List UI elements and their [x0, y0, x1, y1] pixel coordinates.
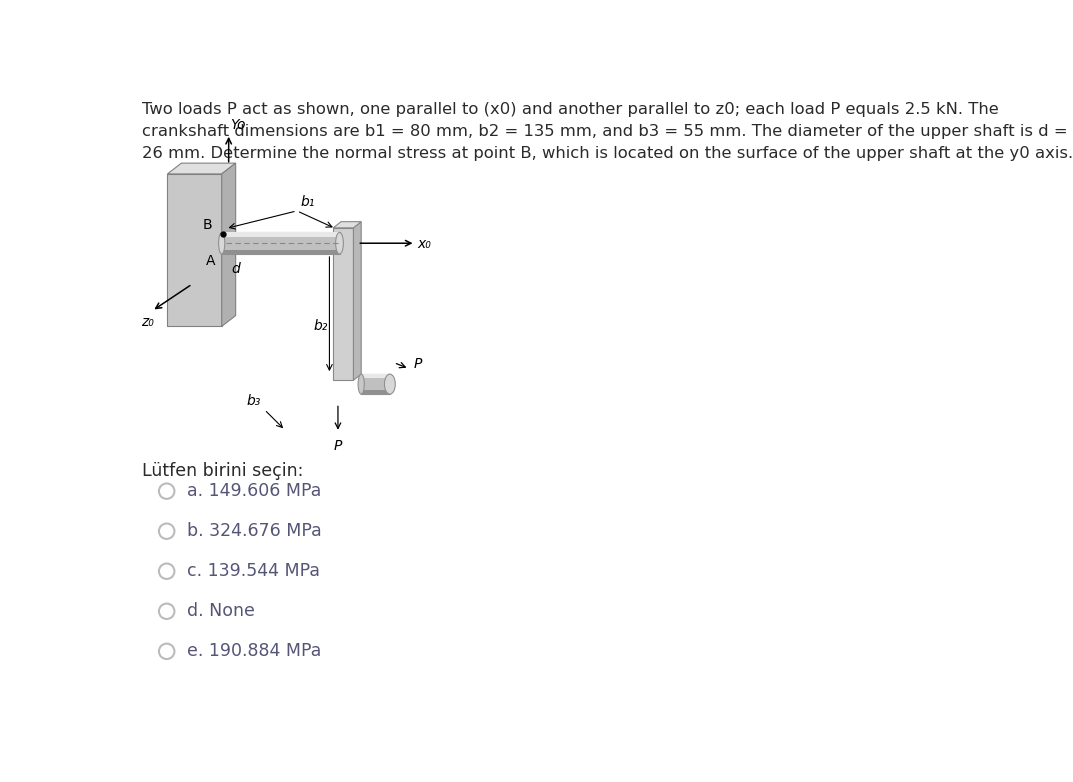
- Bar: [222, 249, 339, 254]
- Bar: [362, 390, 389, 394]
- Text: Yo: Yo: [231, 117, 246, 131]
- Circle shape: [159, 604, 175, 619]
- Text: b₁: b₁: [300, 196, 315, 210]
- Text: a. 149.606 MPa: a. 149.606 MPa: [187, 482, 321, 500]
- Text: P: P: [334, 439, 342, 453]
- Text: b₂: b₂: [313, 318, 328, 332]
- Text: x₀: x₀: [417, 237, 431, 251]
- Bar: [334, 228, 353, 380]
- Circle shape: [159, 564, 175, 579]
- Circle shape: [159, 483, 175, 499]
- Ellipse shape: [219, 232, 225, 254]
- Text: d. None: d. None: [187, 602, 254, 620]
- Ellipse shape: [358, 374, 365, 394]
- Polygon shape: [334, 221, 362, 228]
- Text: A: A: [206, 254, 216, 268]
- Bar: [362, 374, 389, 394]
- Bar: [222, 232, 339, 237]
- Text: z₀: z₀: [141, 315, 153, 328]
- Text: c. 139.544 MPa: c. 139.544 MPa: [187, 562, 320, 580]
- Polygon shape: [222, 163, 236, 326]
- Ellipse shape: [384, 374, 395, 394]
- Text: Lütfen birini seçin:: Lütfen birini seçin:: [142, 462, 304, 480]
- Text: B: B: [203, 217, 212, 231]
- Polygon shape: [167, 174, 222, 326]
- Circle shape: [159, 523, 175, 539]
- Text: e. 190.884 MPa: e. 190.884 MPa: [187, 642, 321, 660]
- Text: P: P: [413, 357, 422, 371]
- Polygon shape: [353, 221, 362, 380]
- Ellipse shape: [336, 232, 343, 254]
- Circle shape: [159, 644, 175, 659]
- Bar: [362, 374, 389, 378]
- Bar: [222, 232, 339, 254]
- Text: d: d: [231, 262, 239, 276]
- Text: b₃: b₃: [246, 394, 261, 408]
- Text: b. 324.676 MPa: b. 324.676 MPa: [187, 522, 322, 540]
- Polygon shape: [167, 163, 236, 174]
- Text: Two loads P act as shown, one parallel to (x0) and another parallel to z0; each : Two loads P act as shown, one parallel t…: [142, 102, 1073, 161]
